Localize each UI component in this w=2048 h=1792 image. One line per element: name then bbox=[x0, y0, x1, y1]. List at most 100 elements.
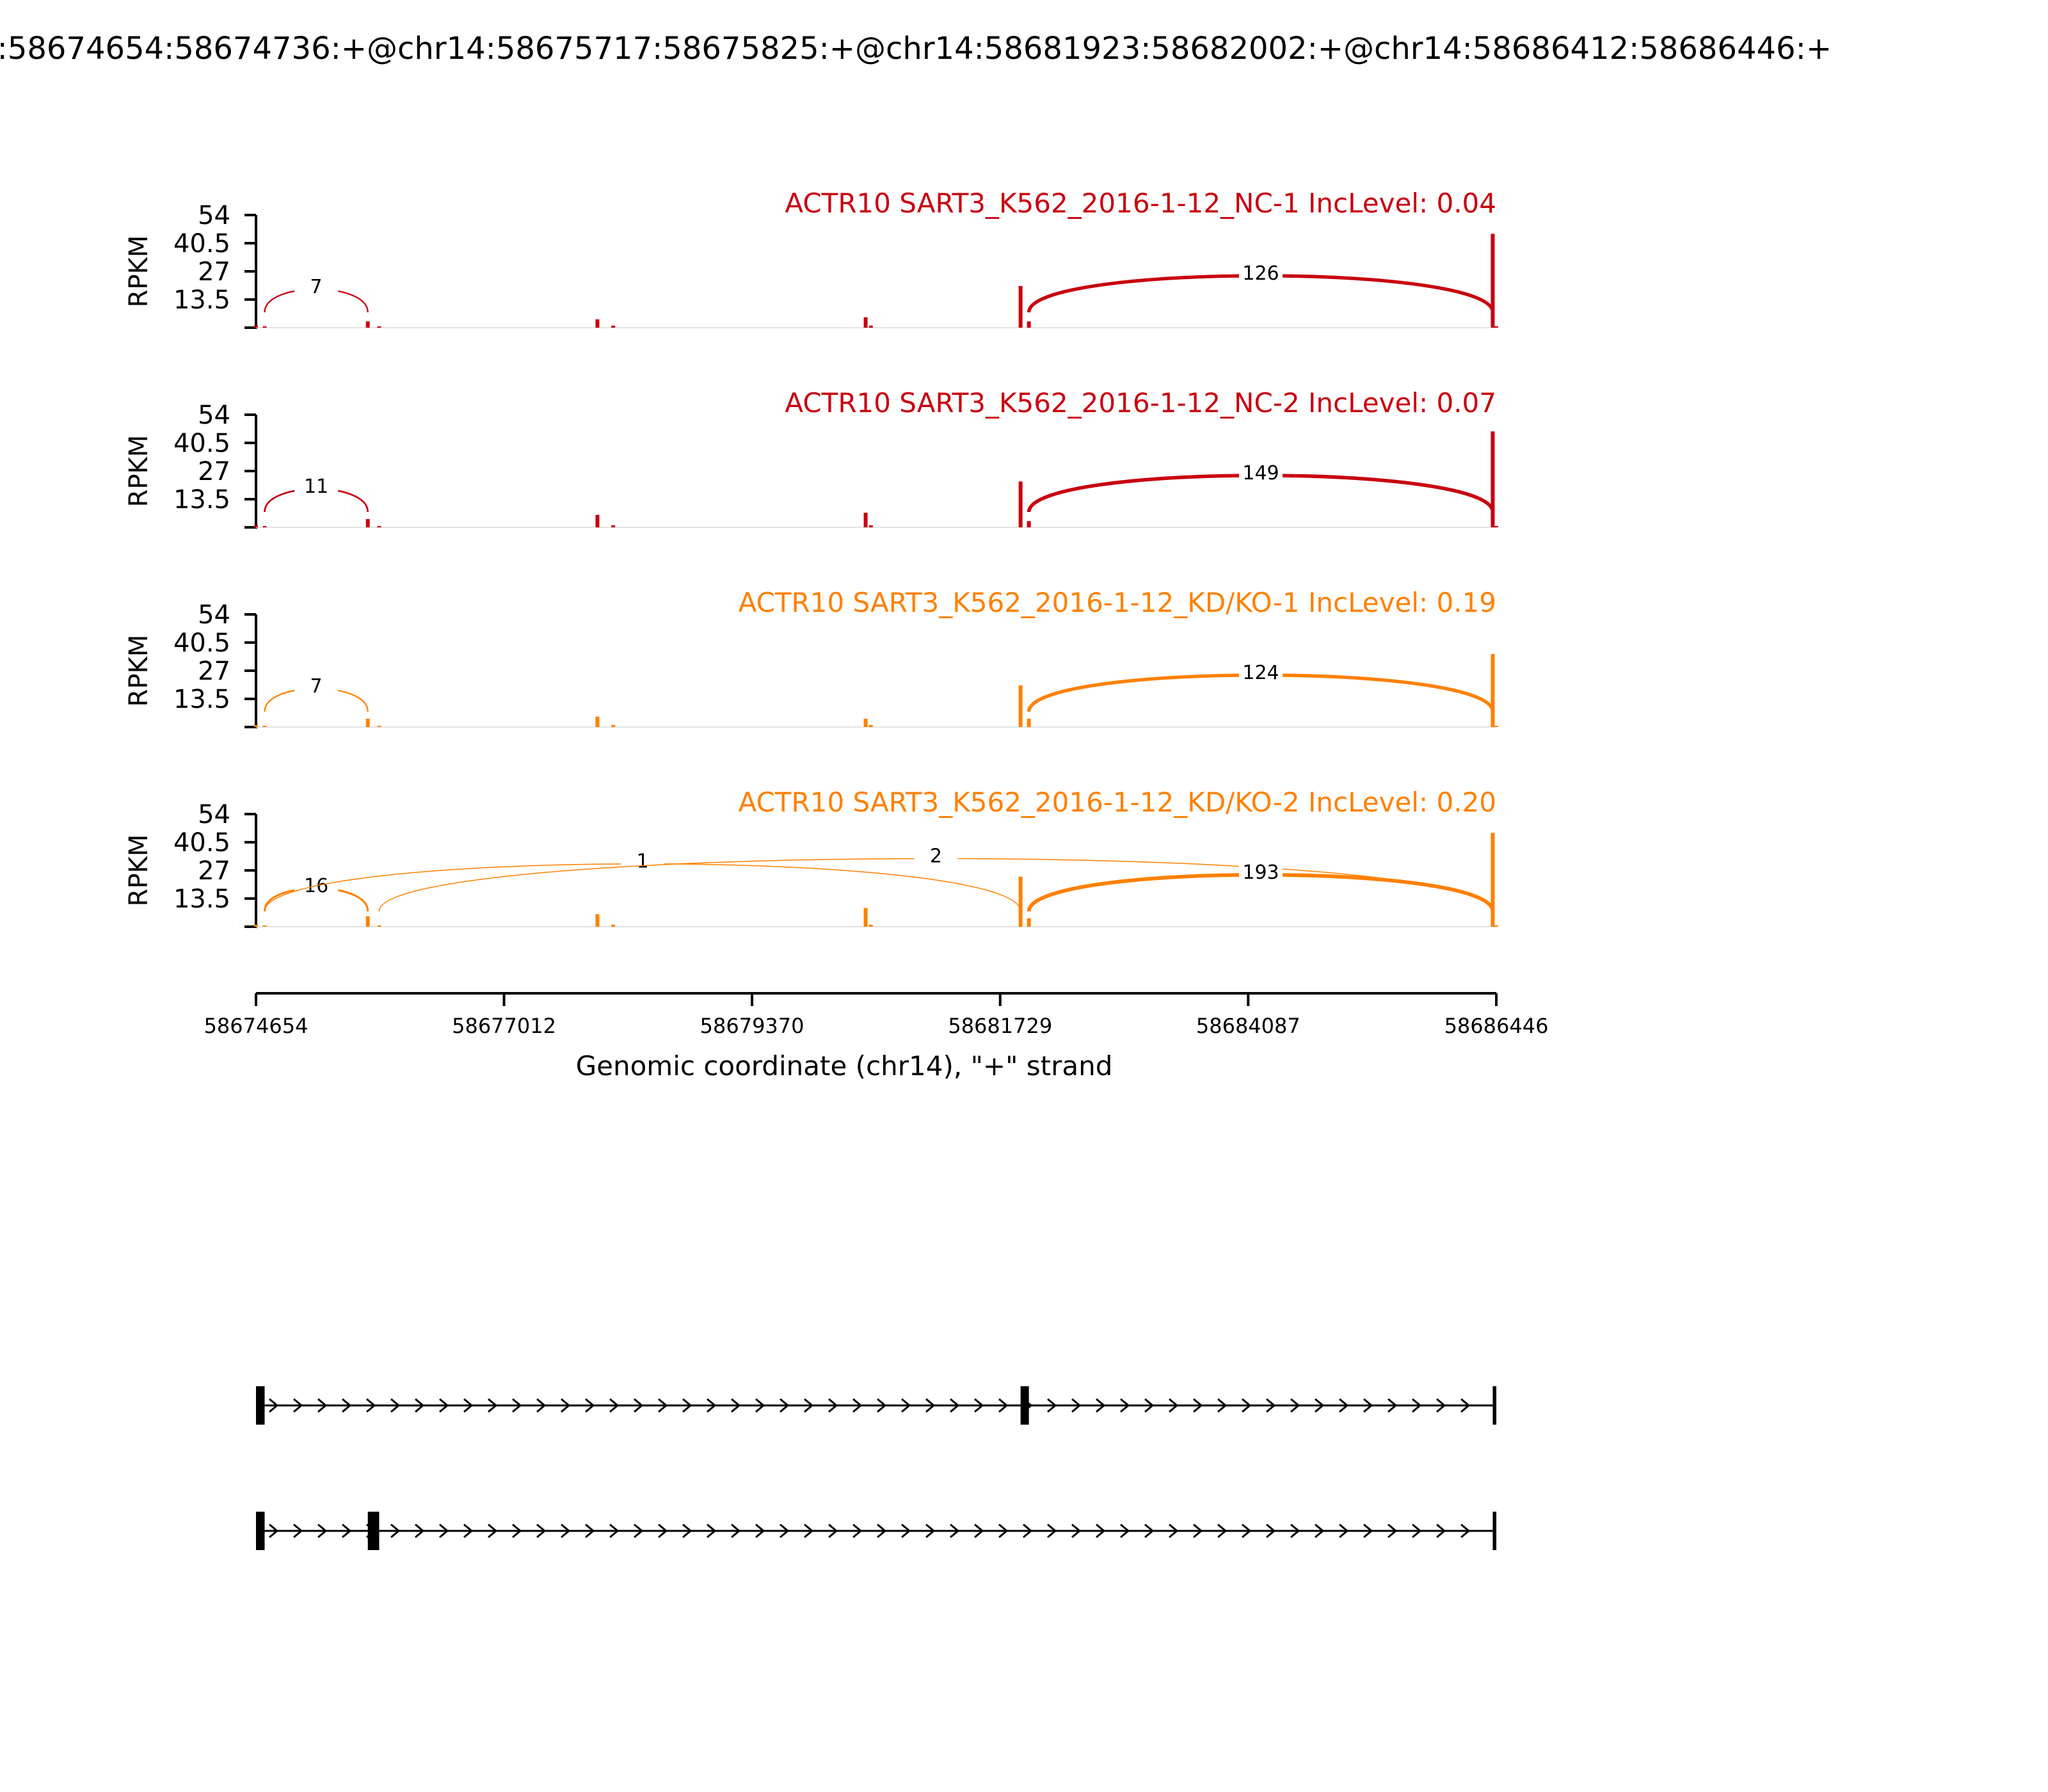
strand-arrow bbox=[1071, 1523, 1082, 1539]
coverage-bar bbox=[611, 924, 616, 927]
y-tick-label: 40.5 bbox=[173, 828, 230, 858]
coverage-bar bbox=[863, 908, 868, 927]
coverage-bar bbox=[254, 724, 258, 727]
coverage-bar bbox=[1018, 481, 1023, 527]
coverage-bar bbox=[1494, 326, 1498, 328]
strand-arrow bbox=[1266, 1523, 1276, 1539]
coverage-bar bbox=[1027, 321, 1031, 328]
strand-arrow bbox=[415, 1523, 425, 1539]
strand-arrow bbox=[561, 1398, 571, 1413]
strand-arrow bbox=[682, 1523, 692, 1539]
coverage-bar bbox=[611, 724, 616, 727]
strand-arrow bbox=[974, 1523, 984, 1539]
coverage-bar bbox=[863, 317, 868, 328]
strand-arrow bbox=[731, 1523, 741, 1539]
strand-arrow bbox=[1363, 1523, 1373, 1539]
strand-arrow bbox=[1169, 1523, 1179, 1539]
strand-arrow bbox=[1047, 1398, 1057, 1413]
strand-arrow bbox=[1388, 1398, 1398, 1413]
junction-count-bg bbox=[1239, 259, 1283, 284]
strand-arrow bbox=[755, 1523, 765, 1539]
coverage-bar bbox=[254, 325, 258, 328]
figure-title: chr14:58674654:58674736:+@chr14:58675717… bbox=[0, 31, 1832, 67]
strand-arrow bbox=[1436, 1398, 1446, 1413]
strand-arrow bbox=[609, 1523, 620, 1539]
coverage-bar bbox=[377, 526, 381, 527]
strand-arrow bbox=[1096, 1398, 1106, 1413]
strand-arrow bbox=[561, 1523, 571, 1539]
strand-arrow bbox=[390, 1398, 401, 1413]
strand-arrow bbox=[342, 1523, 352, 1539]
coverage-bar bbox=[868, 325, 873, 328]
exon-block bbox=[1492, 1386, 1496, 1425]
x-tick-label: 58681729 bbox=[948, 1014, 1052, 1038]
y-tick-label: 54 bbox=[198, 800, 230, 829]
strand-arrow bbox=[852, 1398, 863, 1413]
strand-arrow bbox=[1460, 1523, 1471, 1539]
strand-arrow bbox=[293, 1523, 303, 1539]
strand-arrow bbox=[925, 1398, 936, 1413]
strand-arrow bbox=[707, 1523, 717, 1539]
strand-arrow bbox=[512, 1398, 522, 1413]
junction-count-bg bbox=[294, 272, 339, 297]
strand-arrow bbox=[1290, 1398, 1300, 1413]
strand-arrow bbox=[1023, 1523, 1033, 1539]
strand-arrow bbox=[463, 1398, 474, 1413]
strand-arrow bbox=[488, 1523, 498, 1539]
strand-arrow bbox=[1412, 1523, 1422, 1539]
strand-arrow bbox=[415, 1398, 425, 1413]
coverage-bar bbox=[262, 726, 267, 727]
y-tick-label: 27 bbox=[198, 657, 230, 686]
strand-arrow bbox=[1339, 1398, 1349, 1413]
y-tick-label: 27 bbox=[198, 856, 230, 886]
strand-arrow bbox=[1315, 1523, 1325, 1539]
coverage-bar bbox=[1027, 718, 1031, 727]
x-tick-label: 58677012 bbox=[452, 1014, 556, 1038]
strand-arrow bbox=[1071, 1398, 1082, 1413]
x-tick-label: 58686446 bbox=[1444, 1014, 1549, 1038]
coverage-bar bbox=[863, 513, 868, 527]
exon-block bbox=[256, 1512, 265, 1550]
junction-count-bg bbox=[294, 871, 339, 896]
junction-count-label: 149 bbox=[1242, 462, 1279, 484]
strand-arrow bbox=[1242, 1523, 1252, 1539]
junction-count-label: 124 bbox=[1242, 662, 1279, 684]
junction-count-bg bbox=[1239, 858, 1283, 883]
strand-arrow bbox=[780, 1398, 790, 1413]
y-tick-label: 13.5 bbox=[173, 285, 230, 315]
strand-arrow bbox=[536, 1523, 547, 1539]
strand-arrow bbox=[1388, 1523, 1398, 1539]
strand-arrow bbox=[1460, 1398, 1471, 1413]
junction-count-label: 1 bbox=[637, 851, 649, 873]
y-axis-label: RPKM bbox=[124, 236, 154, 308]
strand-arrow bbox=[974, 1398, 984, 1413]
exon-block bbox=[256, 1386, 265, 1425]
coverage-bar bbox=[611, 325, 616, 328]
strand-arrow bbox=[1339, 1523, 1349, 1539]
strand-arrow bbox=[634, 1523, 644, 1539]
coverage-bar bbox=[377, 326, 381, 328]
y-tick-label: 54 bbox=[198, 600, 230, 630]
coverage-bar bbox=[1018, 685, 1023, 727]
strand-arrow bbox=[342, 1398, 352, 1413]
strand-arrow bbox=[950, 1398, 960, 1413]
coverage-bar bbox=[1018, 285, 1023, 328]
coverage-bar bbox=[868, 924, 873, 927]
junction-count-bg bbox=[294, 472, 339, 497]
strand-arrow bbox=[390, 1523, 401, 1539]
strand-arrow bbox=[901, 1398, 911, 1413]
strand-arrow bbox=[1169, 1398, 1179, 1413]
coverage-bar bbox=[611, 525, 616, 527]
sample-label: ACTR10 SART3_K562_2016-1-12_KD/KO-1 IncL… bbox=[739, 587, 1496, 618]
coverage-bar bbox=[262, 925, 267, 927]
y-tick-label: 13.5 bbox=[173, 884, 230, 914]
strand-arrow bbox=[1193, 1523, 1203, 1539]
junction-count-bg bbox=[294, 671, 339, 696]
strand-arrow bbox=[293, 1398, 303, 1413]
strand-arrow bbox=[463, 1523, 474, 1539]
strand-arrow bbox=[269, 1398, 279, 1413]
sample-label: ACTR10 SART3_K562_2016-1-12_KD/KO-2 IncL… bbox=[739, 787, 1496, 818]
